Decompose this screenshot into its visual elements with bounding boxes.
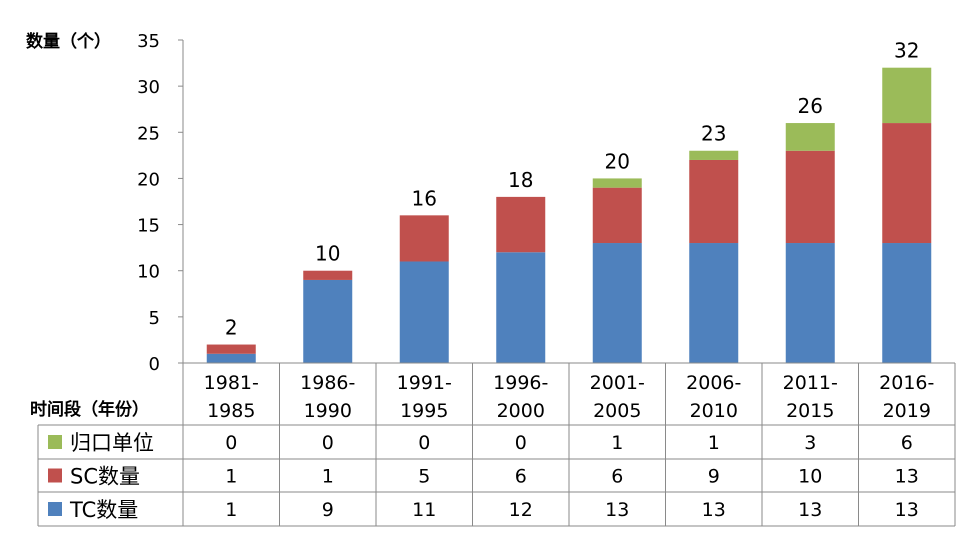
bar-total-label: 20 — [605, 149, 630, 173]
bar-segment — [592, 178, 642, 188]
bar-segment — [689, 150, 739, 160]
bar-segment — [303, 270, 353, 280]
bar-segment — [303, 279, 353, 363]
table-cell: 0 — [322, 432, 334, 454]
legend-key — [48, 502, 62, 516]
bar-segment — [206, 353, 256, 363]
bar-segment — [592, 243, 642, 363]
x-tick-label: 2011- — [783, 372, 838, 394]
bar-segment — [785, 150, 835, 244]
table-cell: 6 — [611, 466, 623, 488]
table-cell: 1 — [708, 432, 720, 454]
x-tick-label: 2010 — [690, 400, 738, 422]
x-tick-label: 1986- — [300, 372, 355, 394]
bar-total-label: 16 — [412, 186, 437, 210]
table-cell: 6 — [901, 432, 913, 454]
x-tick-label: 1985 — [207, 400, 255, 422]
x-tick-label: 1990 — [304, 400, 352, 422]
table-cell: 0 — [225, 432, 237, 454]
x-tick-label: 1995 — [400, 400, 448, 422]
table-cell: 13 — [702, 499, 726, 521]
table-cell: 12 — [509, 499, 533, 521]
y-tick-label: 30 — [137, 77, 160, 98]
x-tick-label: 2015 — [786, 400, 834, 422]
x-tick-label: 1991- — [397, 372, 452, 394]
bar-total-label: 26 — [798, 94, 823, 118]
bar-segment — [882, 67, 932, 124]
y-tick-label: 20 — [137, 169, 160, 190]
x-tick-label: 2006- — [686, 372, 741, 394]
table-cell: 1 — [611, 432, 623, 454]
table-cell: 10 — [798, 466, 822, 488]
bar-segment — [592, 187, 642, 244]
y-tick-label: 25 — [137, 123, 160, 144]
table-cell: 3 — [804, 432, 816, 454]
bar-segment — [882, 243, 932, 363]
table-cell: 11 — [412, 499, 436, 521]
table-cell: 1 — [225, 499, 237, 521]
bar-total-label: 18 — [508, 168, 533, 192]
table-cell: 9 — [708, 466, 720, 488]
x-tick-label: 2019 — [883, 400, 931, 422]
bars-layer: 2 10 16 18 20 23 26 32 — [206, 39, 932, 363]
bar-total-label: 10 — [315, 242, 340, 266]
table-row-label: 归口单位 — [70, 431, 154, 455]
y-tick-label: 10 — [137, 262, 160, 283]
bar-segment — [206, 344, 256, 354]
x-axis-label: 时间段（年份） — [30, 399, 149, 420]
table-cell: 1 — [225, 466, 237, 488]
table-cell: 13 — [605, 499, 629, 521]
bar-segment — [496, 196, 546, 253]
bar-segment — [785, 243, 835, 363]
bar-segment — [399, 215, 449, 262]
table-cell: 1 — [322, 466, 334, 488]
x-tick-label: 1996- — [493, 372, 548, 394]
bar-segment — [785, 123, 835, 151]
table-cell: 13 — [895, 499, 919, 521]
y-tick-label: 35 — [137, 31, 160, 52]
axes: 0 5 10 15 20 25 30 35 — [137, 31, 184, 375]
x-tick-label: 2001- — [590, 372, 645, 394]
bar-total-label: 2 — [225, 316, 238, 340]
bar-segment — [689, 243, 739, 363]
data-table: 1981-19851986-19901991-19951996-20002001… — [37, 362, 956, 527]
x-tick-label: 2000 — [497, 400, 545, 422]
table-cell: 13 — [798, 499, 822, 521]
y-tick-label: 15 — [137, 216, 160, 237]
y-tick-label: 0 — [149, 354, 160, 375]
table-row-label: SC数量 — [70, 465, 140, 489]
table-cell: 9 — [322, 499, 334, 521]
y-axis-label: 数量（个） — [26, 31, 111, 52]
table-cell: 0 — [515, 432, 527, 454]
bar-total-label: 23 — [701, 122, 726, 146]
table-cell: 0 — [418, 432, 430, 454]
x-tick-label: 2005 — [593, 400, 641, 422]
table-row-label: TC数量 — [69, 498, 138, 522]
bar-segment — [882, 123, 932, 244]
y-tick-label: 5 — [149, 308, 160, 329]
table-cell: 6 — [515, 466, 527, 488]
bar-segment — [496, 252, 546, 363]
bar-total-label: 32 — [894, 39, 919, 63]
legend-key — [48, 468, 62, 483]
table-cell: 13 — [895, 466, 919, 488]
table-cell: 5 — [418, 466, 430, 488]
bar-segment — [689, 159, 739, 244]
x-tick-label: 1981- — [204, 372, 259, 394]
bar-segment — [399, 261, 449, 363]
x-tick-label: 2016- — [879, 372, 934, 394]
legend-key — [48, 435, 62, 449]
